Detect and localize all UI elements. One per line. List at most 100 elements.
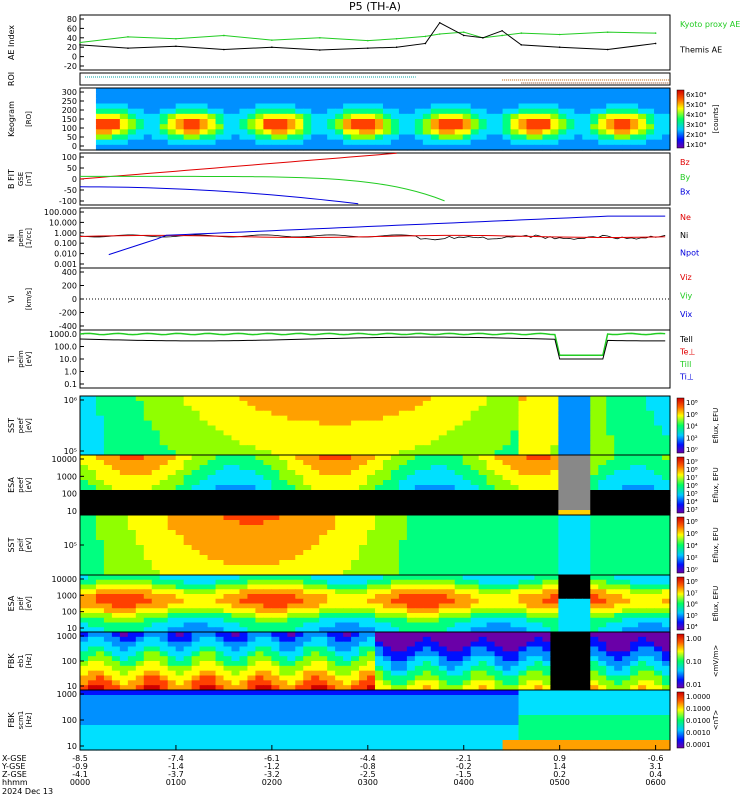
- heat-cell: [407, 599, 416, 604]
- heat-cell: [662, 623, 671, 628]
- heat-cell: [638, 93, 647, 99]
- heat-cell: [311, 475, 320, 481]
- heat-cell: [216, 129, 225, 135]
- heat-cell: [550, 520, 559, 526]
- heat-cell: [407, 460, 416, 466]
- heat-cell: [176, 495, 185, 501]
- heat-cell: [112, 565, 121, 571]
- heat-cell: [263, 465, 272, 471]
- heat-cell: [152, 604, 161, 609]
- heat-cell: [558, 401, 567, 407]
- heat-cell: [519, 470, 528, 476]
- heat-cell: [104, 435, 113, 441]
- heat-cell: [558, 416, 567, 422]
- heat-cell: [247, 140, 256, 146]
- heat-cell: [271, 465, 280, 471]
- heat-cell: [574, 109, 583, 115]
- heat-cell: [495, 565, 504, 571]
- heat-cell: [343, 613, 352, 618]
- heat-cell: [495, 623, 504, 628]
- heat-cell: [192, 129, 201, 135]
- heat-cell: [136, 505, 145, 511]
- heat-cell: [415, 550, 424, 556]
- heat-cell: [463, 98, 472, 104]
- heat-cell: [542, 550, 551, 556]
- heat-cell: [303, 637, 312, 642]
- heat-cell: [606, 440, 615, 446]
- heat-cell: [439, 411, 448, 417]
- heat-cell: [519, 520, 528, 526]
- heat-cell: [383, 406, 392, 412]
- heat-cell: [574, 530, 583, 536]
- heat-cell: [88, 599, 97, 604]
- heat-cell: [80, 401, 89, 407]
- heat-cell: [200, 119, 209, 125]
- heat-cell: [638, 540, 647, 546]
- heat-cell: [287, 430, 296, 436]
- heat-cell: [654, 445, 663, 451]
- heat-cell: [152, 589, 161, 594]
- heat-cell: [255, 505, 264, 511]
- heat-cell: [216, 140, 225, 146]
- heat-cell: [311, 613, 320, 618]
- heat-cell: [120, 604, 129, 609]
- heat-cell: [503, 421, 512, 427]
- heat-cell: [247, 124, 256, 130]
- colorbar-sst_e: [677, 398, 684, 453]
- heat-cell: [263, 575, 272, 580]
- heat-cell: [463, 604, 472, 609]
- heat-cell: [598, 500, 607, 506]
- heat-cell: [192, 604, 201, 609]
- heat-cell: [255, 109, 264, 115]
- heat-cell: [407, 560, 416, 566]
- heat-cell: [423, 119, 432, 125]
- heat-cell: [112, 475, 121, 481]
- heat-cell: [136, 135, 145, 141]
- heat-cell: [216, 540, 225, 546]
- heat-cell: [160, 465, 169, 471]
- heat-cell: [654, 540, 663, 546]
- heat-cell: [255, 93, 264, 99]
- legend-density: Npot: [680, 249, 699, 258]
- heat-cell: [152, 520, 161, 526]
- heat-cell: [343, 396, 352, 402]
- heat-cell: [120, 623, 129, 628]
- heat-cell: [534, 580, 543, 585]
- heat-cell: [415, 594, 424, 599]
- heat-cell: [558, 530, 567, 536]
- heat-cell: [176, 426, 185, 432]
- heat-cell: [327, 104, 336, 110]
- heat-cell: [550, 535, 559, 541]
- heat-cell: [335, 460, 344, 466]
- heat-cell: [487, 465, 496, 471]
- heat-cell: [239, 140, 248, 146]
- heat-cell: [104, 88, 113, 94]
- heat-cell: [598, 632, 607, 637]
- heat-cell: [590, 560, 599, 566]
- heat-cell: [104, 445, 113, 451]
- heat-cell: [487, 411, 496, 417]
- heat-cell: [479, 475, 488, 481]
- heat-cell: [558, 545, 567, 551]
- heat-cell: [168, 465, 177, 471]
- heat-cell: [534, 560, 543, 566]
- heat-cell: [638, 88, 647, 94]
- heat-cell: [263, 485, 272, 491]
- heat-cell: [630, 104, 639, 110]
- heat-cell: [152, 550, 161, 556]
- heat-cell: [431, 396, 440, 402]
- heat-cell: [550, 500, 559, 506]
- heat-cell: [176, 604, 185, 609]
- heat-cell: [319, 104, 328, 110]
- heat-cell: [224, 465, 233, 471]
- heat-cell: [542, 560, 551, 566]
- heat-cell: [192, 555, 201, 561]
- heat-cell: [239, 594, 248, 599]
- colorbar-tick-esa_e: 10⁹: [686, 458, 698, 466]
- heat-cell: [239, 585, 248, 590]
- heat-cell: [447, 88, 456, 94]
- heat-cell: [423, 129, 432, 135]
- heat-cell: [367, 565, 376, 571]
- heat-cell: [574, 129, 583, 135]
- heat-cell: [534, 608, 543, 613]
